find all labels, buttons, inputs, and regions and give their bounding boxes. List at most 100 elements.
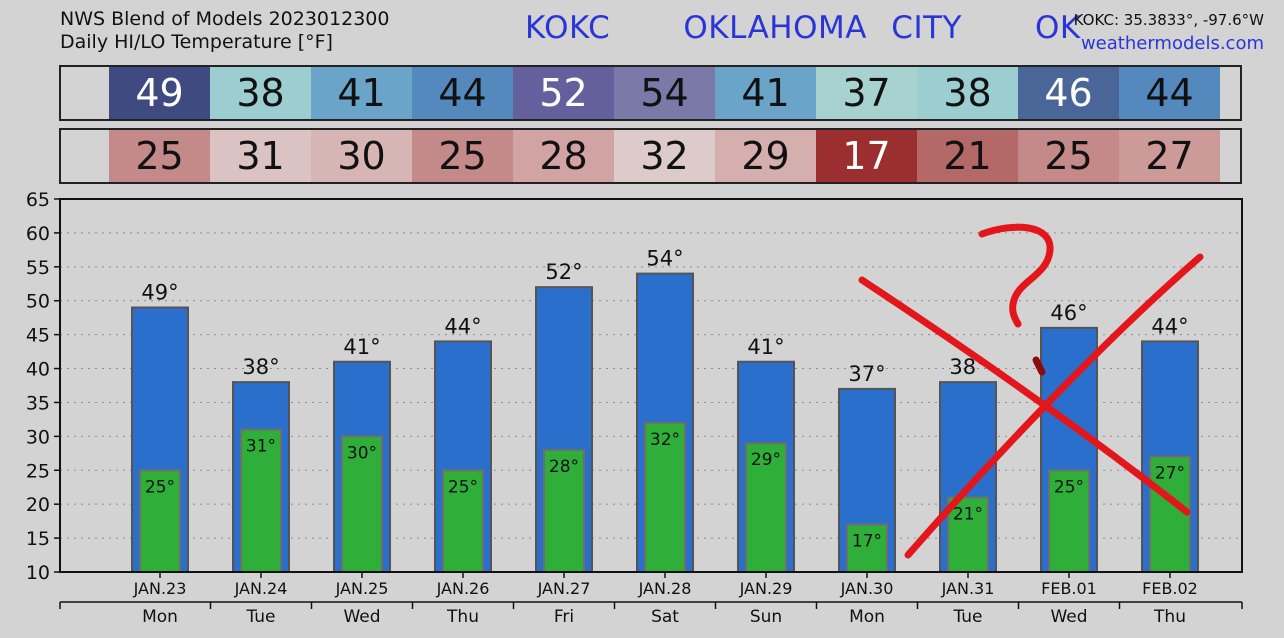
low-temp-cell-7: 29 — [715, 130, 816, 182]
high-temp-label: 49° — [141, 281, 178, 305]
x-weekday-label: Thu — [1153, 607, 1186, 627]
x-weekday-label: Fri — [554, 607, 574, 627]
x-date-label: JAN.25 — [335, 579, 389, 598]
low-temp-cell-1: 25 — [109, 130, 210, 182]
low-temp-label: 28° — [549, 457, 579, 477]
red-question-mark — [978, 223, 1054, 328]
low-temp-cell-4: 25 — [412, 130, 513, 182]
high-temp-label: 41° — [343, 335, 380, 359]
x-date-label: FEB.01 — [1041, 579, 1097, 598]
high-temp-label: 44° — [444, 314, 481, 338]
low-temp-cell-9: 21 — [917, 130, 1018, 182]
low-temp-cell-2: 31 — [210, 130, 311, 182]
x-date-label: JAN.23 — [133, 579, 187, 598]
red-x-stroke — [904, 253, 1204, 559]
x-date-label: JAN.30 — [840, 579, 894, 598]
low-temp-label: 31° — [246, 437, 276, 457]
low-temp-bar — [341, 435, 383, 574]
low-temperature-strip: 25 31 30 25 28 32 29 17 21 25 27 — [59, 128, 1242, 184]
site-link[interactable]: weathermodels.com — [1080, 33, 1264, 54]
low-temp-bar — [240, 428, 282, 573]
red-question-dot — [1032, 356, 1046, 376]
x-weekday-label: Mon — [849, 607, 885, 627]
low-temp-cell-3: 30 — [311, 130, 412, 182]
model-run-title: NWS Blend of Models 2023012300 — [60, 8, 390, 30]
low-temp-cell-10: 25 — [1018, 130, 1119, 182]
y-tick-label: 55 — [26, 257, 50, 279]
high-temp-cell-2: 38 — [210, 67, 311, 119]
high-temp-cell-8: 37 — [816, 67, 917, 119]
low-temp-cell-6: 32 — [614, 130, 715, 182]
low-temp-label: 27° — [1155, 464, 1185, 484]
low-temp-cell-5: 28 — [513, 130, 614, 182]
low-temp-bar — [947, 496, 989, 573]
low-temp-label: 32° — [650, 430, 680, 450]
low-temp-label: 17° — [852, 532, 882, 552]
high-temp-cell-1: 49 — [109, 67, 210, 119]
x-date-label: JAN.31 — [941, 579, 995, 598]
x-date-label: JAN.26 — [436, 579, 490, 598]
low-temp-cell-11: 27 — [1119, 130, 1220, 182]
y-tick-label: 20 — [26, 494, 50, 516]
high-temp-label: 41° — [747, 335, 784, 359]
y-tick-label: 50 — [26, 291, 50, 313]
plot-frame — [59, 198, 1243, 573]
high-temperature-strip: 49 38 41 44 52 54 41 37 38 46 44 — [59, 65, 1242, 121]
low-temp-label: 29° — [751, 450, 781, 470]
x-date-label: JAN.28 — [638, 579, 692, 598]
low-temp-bar — [745, 442, 787, 573]
low-temp-label: 21° — [953, 504, 983, 524]
high-temp-label: 46° — [1050, 301, 1087, 325]
high-temp-cell-10: 46 — [1018, 67, 1119, 119]
high-temp-cell-6: 54 — [614, 67, 715, 119]
x-weekday-label: Wed — [343, 607, 380, 627]
x-weekday-label: Tue — [245, 607, 275, 627]
low-temp-label: 30° — [347, 443, 377, 463]
high-temp-label: 54° — [646, 247, 683, 271]
high-temp-cell-4: 44 — [412, 67, 513, 119]
low-temp-label: 25° — [145, 477, 175, 497]
x-weekday-label: Mon — [142, 607, 178, 627]
y-tick-label: 10 — [26, 562, 50, 584]
high-temp-label: 52° — [545, 260, 582, 284]
low-temp-bar — [543, 448, 585, 573]
high-temp-cell-9: 38 — [917, 67, 1018, 119]
chart-subtitle: Daily HI/LO Temperature [°F] — [60, 31, 333, 53]
low-temp-label: 25° — [1054, 477, 1084, 497]
x-weekday-label: Wed — [1050, 607, 1087, 627]
x-weekday-label: Sat — [651, 607, 679, 627]
x-weekday-label: Tue — [952, 607, 982, 627]
y-tick-label: 45 — [26, 325, 50, 347]
y-tick-label: 15 — [26, 528, 50, 550]
high-temp-cell-3: 41 — [311, 67, 412, 119]
station-title: KOKC OKLAHOMA CITY OK — [525, 10, 1081, 46]
x-date-label: JAN.29 — [739, 579, 793, 598]
x-weekday-label: Sun — [750, 607, 782, 627]
y-tick-label: 30 — [26, 426, 50, 448]
high-temp-label: 44° — [1151, 314, 1188, 338]
y-tick-label: 25 — [26, 460, 50, 482]
chart-header-left: NWS Blend of Models 2023012300 Daily HI/… — [60, 8, 389, 54]
low-temp-bar — [1149, 455, 1191, 573]
low-temp-bar — [139, 469, 181, 574]
station-coordinates: KOKC: 35.3833°, -97.6°W — [1073, 11, 1264, 29]
x-date-label: JAN.27 — [537, 579, 591, 598]
y-tick-label: 35 — [26, 392, 50, 414]
x-date-label: FEB.02 — [1142, 579, 1198, 598]
red-x-stroke — [858, 276, 1191, 516]
x-date-label: JAN.24 — [234, 579, 288, 598]
low-temp-label: 25° — [448, 477, 478, 497]
y-tick-label: 65 — [26, 189, 50, 211]
low-temp-cell-8: 17 — [816, 130, 917, 182]
high-temp-cell-11: 44 — [1119, 67, 1220, 119]
chart-header-right: KOKC: 35.3833°, -97.6°W weathermodels.co… — [1074, 8, 1264, 56]
y-tick-label: 60 — [26, 223, 50, 245]
low-temp-bar — [442, 469, 484, 574]
high-temp-cell-7: 41 — [715, 67, 816, 119]
low-temp-bar — [644, 421, 686, 573]
high-temp-label: 38° — [242, 355, 279, 379]
high-temp-label: 37° — [848, 362, 885, 386]
x-weekday-label: Thu — [446, 607, 479, 627]
high-temp-cell-5: 52 — [513, 67, 614, 119]
